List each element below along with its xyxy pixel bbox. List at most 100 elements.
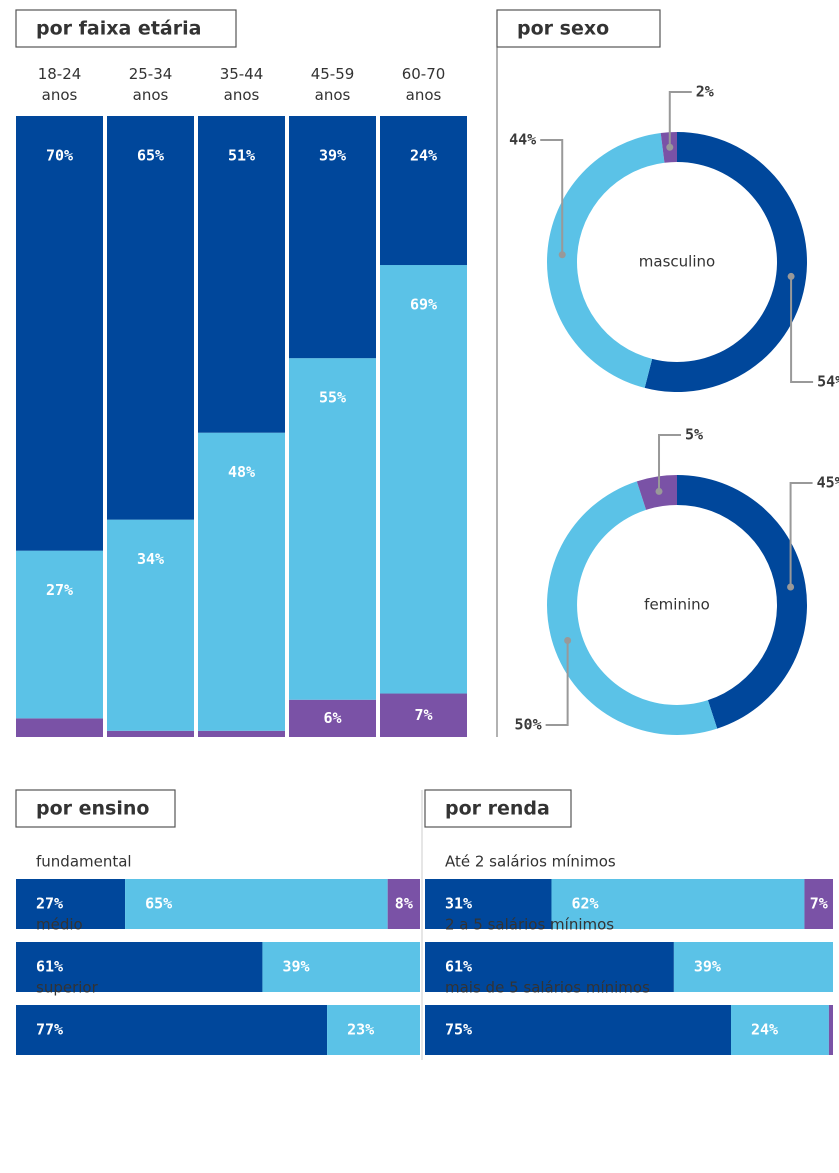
data-label: 27% xyxy=(46,581,73,599)
category-label: 2 a 5 salários mínimos xyxy=(445,916,614,934)
bar-segment xyxy=(198,116,285,433)
chart-title: por ensino xyxy=(36,798,149,820)
title-box xyxy=(15,789,176,828)
x-tick-label: 60-70 anos xyxy=(401,65,446,104)
category-label: Até 2 salários mínimos xyxy=(445,853,616,871)
category-label: fundamental xyxy=(36,853,132,871)
data-label: 44% xyxy=(509,131,536,149)
x-tick-label: 18-24 anos xyxy=(37,65,82,104)
data-label: 27% xyxy=(36,895,63,913)
bar-segment xyxy=(289,699,376,737)
data-label: 5% xyxy=(685,426,703,444)
data-label: 65% xyxy=(137,147,164,165)
bar-segment xyxy=(425,942,674,992)
leader-line xyxy=(789,482,813,588)
data-label: 48% xyxy=(228,463,255,481)
data-label: 65% xyxy=(145,895,172,913)
bar-segment xyxy=(425,879,552,929)
bar-segment xyxy=(425,1005,731,1055)
title-box xyxy=(15,9,237,48)
data-label: 39% xyxy=(694,958,721,976)
leader-line xyxy=(668,91,692,148)
bar-segment xyxy=(107,730,194,737)
data-label: 62% xyxy=(571,895,598,913)
bar-segment xyxy=(380,693,467,737)
data-label: 24% xyxy=(410,147,437,165)
data-label: 45% xyxy=(817,474,839,492)
data-label: 51% xyxy=(228,147,255,165)
bar-segment xyxy=(16,942,263,992)
leader-dot xyxy=(558,251,566,259)
bar-segment xyxy=(387,879,420,929)
leader-line xyxy=(790,276,814,383)
data-label: 8% xyxy=(395,895,413,913)
chart-title: por sexo xyxy=(517,18,609,40)
data-label: 70% xyxy=(46,147,73,165)
donut-segment xyxy=(546,133,665,388)
bar-segment xyxy=(804,879,833,929)
bar-segment xyxy=(107,116,194,520)
data-label: 7% xyxy=(810,895,828,913)
data-label: 50% xyxy=(515,716,542,734)
bar-segment xyxy=(16,116,103,551)
data-label: 31% xyxy=(445,895,472,913)
center-label: masculino xyxy=(639,253,715,271)
data-label: 61% xyxy=(445,958,472,976)
leader-dot xyxy=(666,143,674,151)
leader-dot xyxy=(655,487,663,495)
data-label: 24% xyxy=(751,1021,778,1039)
leader-line xyxy=(658,434,682,492)
data-label: 39% xyxy=(282,958,309,976)
data-label: 34% xyxy=(137,550,164,568)
bar-segment xyxy=(198,432,285,731)
data-label: 54% xyxy=(817,373,839,391)
donut-segment xyxy=(677,475,807,729)
data-label: 77% xyxy=(36,1021,63,1039)
bar-segment xyxy=(828,1005,833,1055)
bar-segment xyxy=(289,116,376,359)
bar-segment xyxy=(16,879,126,929)
bar-segment xyxy=(731,1005,829,1055)
center-label: feminino xyxy=(644,596,710,614)
leader-line xyxy=(540,139,564,255)
x-tick-label: 35-44 anos xyxy=(219,65,264,104)
data-label: 23% xyxy=(347,1021,374,1039)
data-label: 6% xyxy=(323,709,341,727)
chart-title: por renda xyxy=(445,798,550,820)
bar-segment xyxy=(16,1005,328,1055)
data-label: 7% xyxy=(414,706,432,724)
leader-line xyxy=(545,640,569,726)
bar-segment xyxy=(198,730,285,737)
data-label: 69% xyxy=(410,296,437,314)
chart-title: por faixa etária xyxy=(36,18,201,40)
data-label: 75% xyxy=(445,1021,472,1039)
category-label: superior xyxy=(36,979,99,997)
data-label: 39% xyxy=(319,147,346,165)
bar-segment xyxy=(262,942,420,992)
title-box xyxy=(496,9,661,48)
bar-segment xyxy=(327,1005,420,1055)
bar-segment xyxy=(16,718,103,737)
leader-dot xyxy=(787,272,795,280)
data-label: 2% xyxy=(696,83,714,101)
leader-dot xyxy=(787,583,795,591)
donut-segment xyxy=(644,132,807,392)
leader-dot xyxy=(564,637,572,645)
x-tick-label: 25-34 anos xyxy=(128,65,173,104)
bar-segment xyxy=(289,358,376,700)
category-label: médio xyxy=(36,916,83,934)
bar-segment xyxy=(551,879,805,929)
data-label: 55% xyxy=(319,389,346,407)
bar-segment xyxy=(125,879,388,929)
bar-segment xyxy=(107,519,194,731)
bar-segment xyxy=(673,942,833,992)
x-tick-label: 45-59 anos xyxy=(310,65,355,104)
bar-segment xyxy=(16,550,103,719)
donut-segment xyxy=(547,481,718,735)
bar-segment xyxy=(380,265,467,694)
category-label: mais de 5 salários mínimos xyxy=(445,979,650,997)
data-label: 61% xyxy=(36,958,63,976)
bar-segment xyxy=(380,116,467,266)
